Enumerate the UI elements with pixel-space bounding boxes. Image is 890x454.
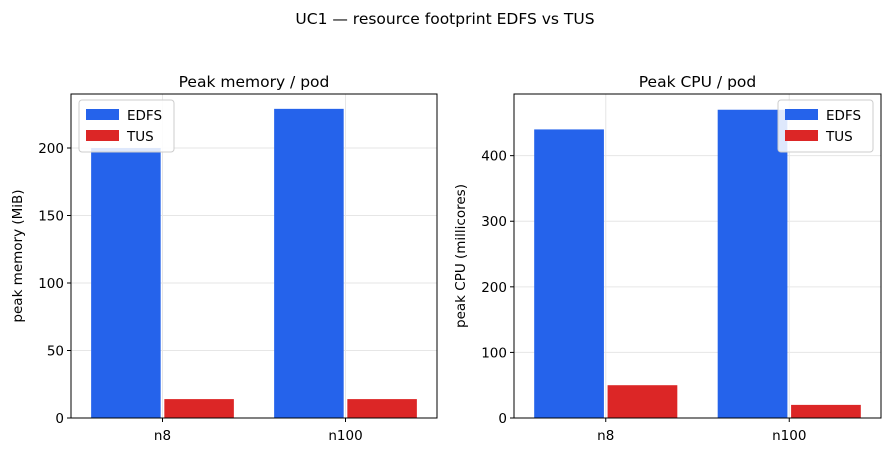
cpu-legend-label-tus: TUS [825, 129, 853, 145]
cpu-ytick-label: 200 [481, 280, 507, 296]
cpu-ytick-label: 400 [481, 149, 507, 165]
memory-bar-tus-n8 [164, 399, 234, 418]
cpu-chart-panel: 0 100 200 300 400 n8 n100 Peak CPU / pod peak CP… [453, 73, 882, 444]
memory-ylabel: peak memory (MiB) [10, 189, 26, 322]
cpu-legend: EDFS TUS [777, 99, 874, 153]
cpu-xtick-label-n100: n100 [772, 428, 806, 444]
memory-ytick-label: 150 [38, 209, 64, 225]
memory-bar-tus-n100 [347, 399, 417, 418]
cpu-chart-title: Peak CPU / pod [639, 73, 756, 91]
memory-ytick-label: 50 [47, 344, 64, 360]
memory-chart-title: Peak memory / pod [179, 73, 330, 91]
memory-ytick-label: 100 [38, 276, 64, 292]
memory-axes-frame [70, 93, 438, 419]
memory-legend-swatch-tus [86, 130, 119, 141]
cpu-ytick-label: 100 [481, 345, 507, 361]
memory-ytick-label: 0 [55, 411, 64, 427]
memory-xtick-label-n8: n8 [154, 428, 171, 444]
cpu-legend-swatch-tus [785, 130, 818, 141]
memory-legend-label-tus: TUS [126, 129, 154, 145]
memory-legend: EDFS TUS [78, 99, 175, 153]
cpu-xtick-label-n8: n8 [597, 428, 614, 444]
cpu-ytick-label: 0 [498, 411, 507, 427]
memory-bar-edfs-n100 [274, 108, 344, 418]
memory-chart-panel: 0 50 100 150 200 n8 n100 Peak memory / pod peak … [10, 73, 438, 444]
cpu-ytick-label: 300 [481, 214, 507, 230]
cpu-axes-frame [513, 93, 882, 419]
cpu-bar-tus-n100 [791, 404, 861, 418]
cpu-ylabel: peak CPU (millicores) [453, 184, 469, 328]
cpu-bar-tus-n8 [607, 385, 678, 418]
cpu-legend-label-edfs: EDFS [826, 108, 861, 124]
cpu-legend-swatch-edfs [785, 109, 818, 120]
memory-bar-edfs-n8 [91, 148, 161, 418]
memory-legend-swatch-edfs [86, 109, 119, 120]
memory-legend-label-edfs: EDFS [127, 108, 162, 124]
figure-suptitle: UC1 — resource footprint EDFS vs TUS [295, 10, 594, 28]
memory-xtick-label-n100: n100 [328, 428, 362, 444]
memory-ytick-label: 200 [38, 141, 64, 157]
cpu-bar-edfs-n100 [717, 109, 788, 418]
cpu-bar-edfs-n8 [534, 129, 604, 419]
